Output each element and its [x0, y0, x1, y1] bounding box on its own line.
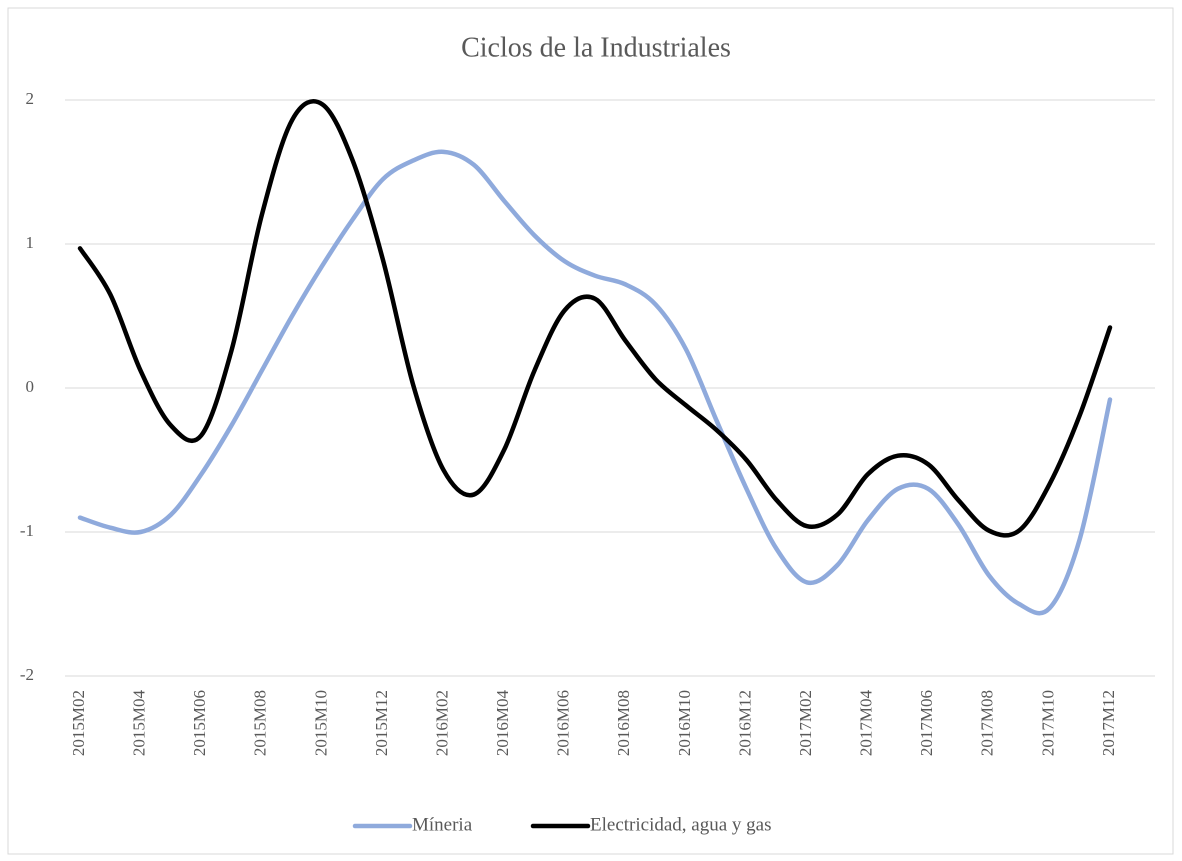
x-tick-label: 2017M10 [1038, 690, 1057, 756]
x-tick-label: 2016M10 [675, 690, 694, 756]
x-tick-label: 2015M12 [372, 690, 391, 756]
legend-label: Electricidad, agua y gas [590, 814, 771, 835]
x-tick-label: 2015M10 [311, 690, 330, 756]
y-tick-label: 1 [26, 233, 35, 252]
series-line [77, 149, 1113, 616]
x-tick-label: 2015M08 [251, 690, 270, 756]
x-tick-label: 2016M04 [493, 690, 512, 757]
series-line [77, 99, 1113, 538]
x-tick-label: 2017M12 [1099, 690, 1118, 756]
y-tick-label: -1 [20, 521, 34, 540]
x-tick-label: 2016M08 [614, 690, 633, 756]
x-tick-label: 2016M12 [735, 690, 754, 756]
x-tick-label: 2017M02 [796, 690, 815, 756]
x-tick-label: 2017M06 [917, 690, 936, 756]
x-tick-label: 2015M04 [129, 690, 148, 757]
x-tick-label: 2016M02 [432, 690, 451, 756]
x-tick-label: 2015M02 [69, 690, 88, 756]
x-tick-label: 2015M06 [190, 690, 209, 756]
chart-border [7, 7, 1174, 855]
y-tick-label: 2 [26, 89, 35, 108]
y-tick-label: -2 [20, 665, 34, 684]
x-tick-label: 2017M04 [857, 690, 876, 757]
chart-title: Ciclos de la Industriales [461, 32, 731, 63]
y-tick-label: 0 [26, 377, 35, 396]
legend-label: Míneria [412, 814, 473, 835]
x-tick-label: 2016M06 [554, 690, 573, 756]
x-tick-label: 2017M08 [978, 690, 997, 756]
